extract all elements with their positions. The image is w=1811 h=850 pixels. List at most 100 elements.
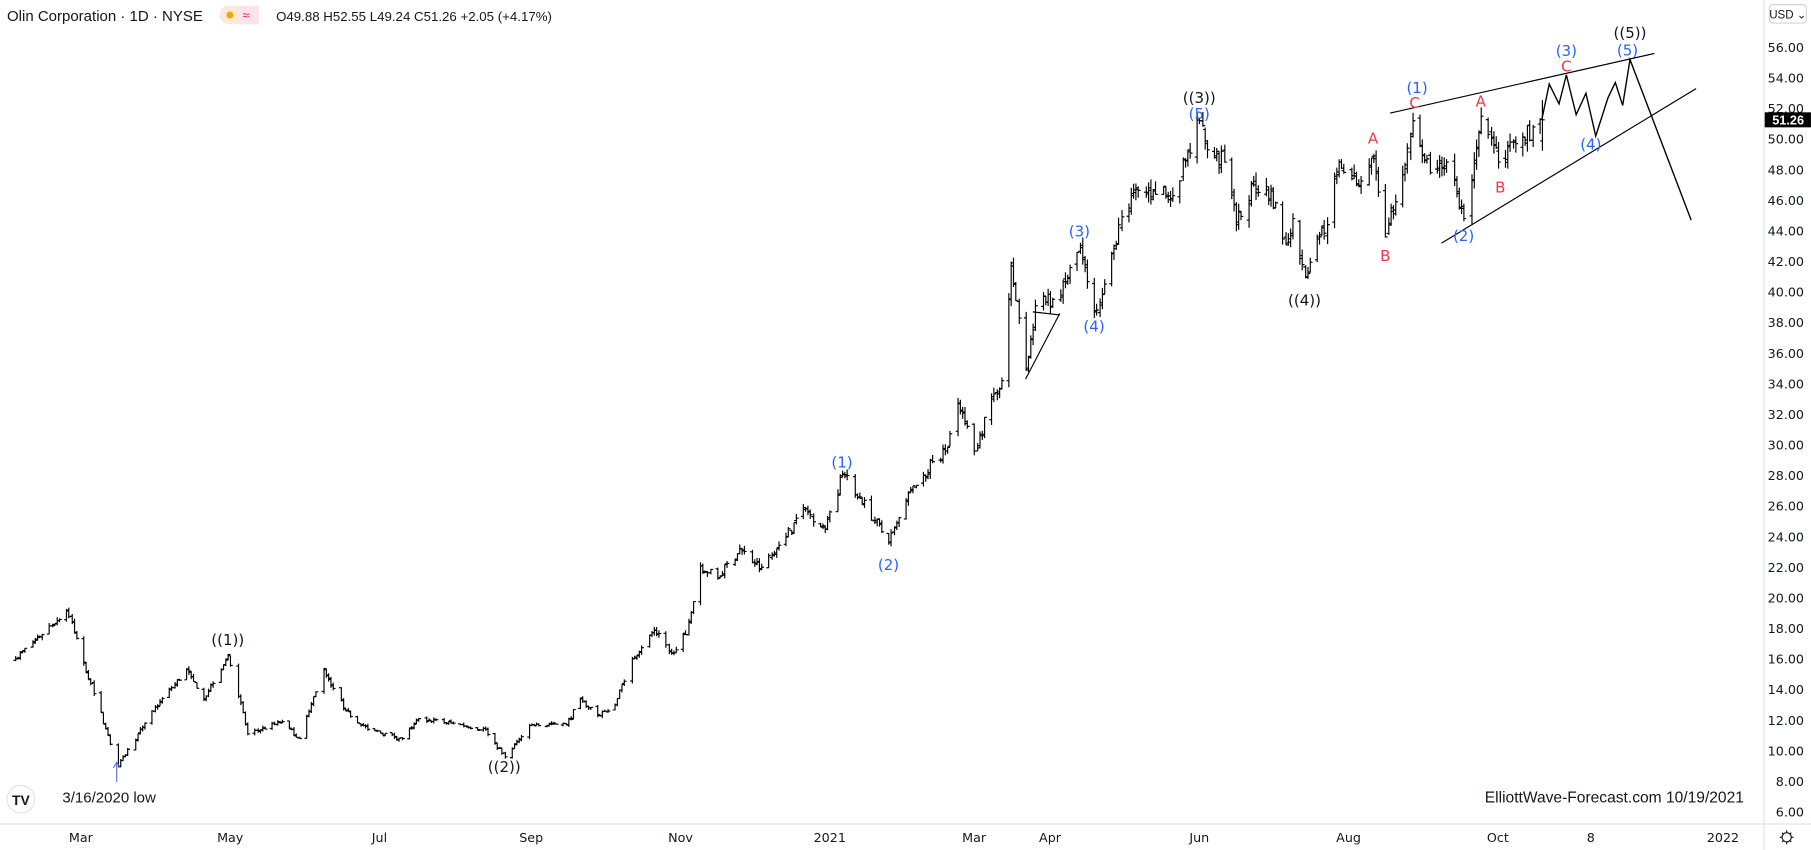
triangle-upper-line — [1032, 311, 1060, 316]
price-axis[interactable]: 56.0054.0052.0050.0048.0046.0044.0042.00… — [1768, 40, 1804, 820]
time-tick-label: Aug — [1336, 830, 1361, 845]
ohlc-bar — [914, 484, 919, 489]
ohlc-bar — [888, 529, 894, 547]
price-tick-label: 22.00 — [1768, 560, 1804, 575]
ohlc-bar — [503, 751, 508, 759]
symbol-title[interactable]: Olin Corporation · 1D · NYSE — [7, 8, 203, 25]
ohlc-bar — [1102, 279, 1108, 295]
ohlc-bar — [588, 706, 594, 711]
ohlc-bar — [673, 646, 679, 654]
price-tick-label: 44.00 — [1768, 223, 1804, 238]
ohlc-bar — [580, 696, 586, 704]
price-tick-label: 12.00 — [1768, 713, 1804, 728]
ohlc-bar — [571, 708, 576, 720]
ohlc-bar — [492, 732, 498, 745]
ohlc-bar — [1094, 303, 1099, 316]
low-label: 3/16/2020 low — [62, 790, 156, 807]
ohlc-bar — [1404, 143, 1410, 174]
ohlc-bar — [22, 647, 28, 653]
ohlc-bar — [1496, 141, 1501, 169]
wedge-upper-line — [1390, 52, 1655, 114]
badge-bg-right — [239, 5, 259, 25]
time-tick-label: Mar — [962, 830, 987, 845]
ohlc-bar — [1540, 100, 1545, 151]
price-tick-label: 56.00 — [1768, 40, 1804, 55]
price-tick-label: 34.00 — [1768, 376, 1804, 391]
ohlc-bar — [1428, 151, 1433, 175]
ohlc-bar — [536, 723, 542, 727]
wave-label: ((5)) — [1614, 24, 1647, 42]
ohlc-bar — [1358, 175, 1364, 194]
ohlc-bar — [1299, 249, 1305, 271]
ohlc-bar — [91, 680, 97, 697]
ohlc-bar — [807, 509, 813, 519]
ohlc-bar — [1321, 220, 1327, 240]
price-tick-label: 36.00 — [1768, 346, 1804, 361]
ohlc-bar — [930, 454, 935, 464]
wave-label: ((3)) — [1183, 89, 1216, 107]
ohlc-bar — [1222, 144, 1228, 163]
ohlc-bar — [57, 618, 62, 623]
ohlc-bar — [1135, 186, 1141, 198]
time-tick-label: Sep — [519, 830, 543, 845]
ohlc-bar — [1050, 297, 1056, 308]
ohlc-bar — [125, 747, 130, 756]
ohlc-bar — [1424, 154, 1430, 164]
tradingview-logo[interactable]: TV — [6, 784, 36, 814]
time-tick-label: Jul — [371, 830, 387, 845]
ohlc-values: O49.88 H52.55 L49.24 C51.26 +2.05 (+4.17… — [276, 9, 552, 24]
wave-label: A — [1368, 129, 1379, 147]
ohlc-bar — [424, 716, 430, 724]
wave-label: C — [1409, 94, 1419, 112]
ohlc-bar — [177, 678, 182, 681]
ohlc-bar — [262, 726, 268, 730]
price-tick-label: 30.00 — [1768, 438, 1804, 453]
ohlc-bar — [155, 704, 161, 710]
ohlc-bar — [1170, 187, 1176, 202]
wedge-lower-line — [1441, 88, 1697, 244]
currency-button[interactable]: USD ⌄ — [1768, 4, 1807, 24]
ohlc-bar — [906, 491, 911, 506]
wave-label: (1) — [1406, 79, 1427, 97]
ohlc-bar — [827, 510, 833, 523]
low-arrow-icon — [112, 761, 121, 782]
ohlc-bar — [1256, 185, 1261, 197]
ohlc-bar — [964, 420, 970, 429]
price-tick-label: 42.00 — [1768, 254, 1804, 269]
market-status-badge[interactable]: ≈ — [219, 5, 259, 25]
ohlc-bar — [485, 727, 491, 737]
ohlc-bar — [341, 698, 346, 711]
ohlc-bar — [1290, 213, 1296, 240]
ohlc-bar — [910, 485, 916, 494]
price-tick-label: 26.00 — [1768, 499, 1804, 514]
currency-label: USD ⌄ — [1769, 9, 1806, 21]
ohlc-bar — [553, 723, 559, 725]
ohlc-bar — [724, 560, 730, 568]
ohlc-bar — [1219, 145, 1224, 174]
wave-label: ((4)) — [1288, 291, 1321, 309]
ohlc-bar — [1317, 231, 1322, 245]
ohlc-bar — [759, 563, 765, 571]
ohlc-bar — [35, 634, 40, 641]
wave-label: ((1)) — [211, 631, 244, 649]
ohlc-bar — [1013, 281, 1019, 302]
price-tick-label: 54.00 — [1768, 71, 1804, 86]
ohlc-bar — [1100, 287, 1105, 310]
ohlc-bar — [1383, 183, 1388, 238]
time-axis[interactable]: Mar May Jul Sep Nov 2021 Mar Apr Jun Aug Oct 8 2022 — [69, 830, 1739, 845]
settings-gear-icon[interactable] — [1779, 830, 1794, 845]
ohlc-bar — [1513, 136, 1519, 153]
price-tick-label: 10.00 — [1768, 743, 1804, 758]
time-tick-label: Nov — [668, 830, 693, 845]
ohlc-bar — [1187, 143, 1193, 159]
ohlc-bar — [862, 497, 867, 508]
wave-icon: ≈ — [243, 9, 250, 23]
ohlc-bar — [766, 553, 771, 569]
wave-label: (4) — [1580, 135, 1601, 153]
ohlc-bar — [1205, 139, 1210, 159]
ohlc-bar — [245, 722, 251, 736]
price-tick-label: 50.00 — [1768, 132, 1804, 147]
wave-label: A — [1476, 93, 1487, 111]
time-tick-label: 8 — [1587, 830, 1595, 845]
